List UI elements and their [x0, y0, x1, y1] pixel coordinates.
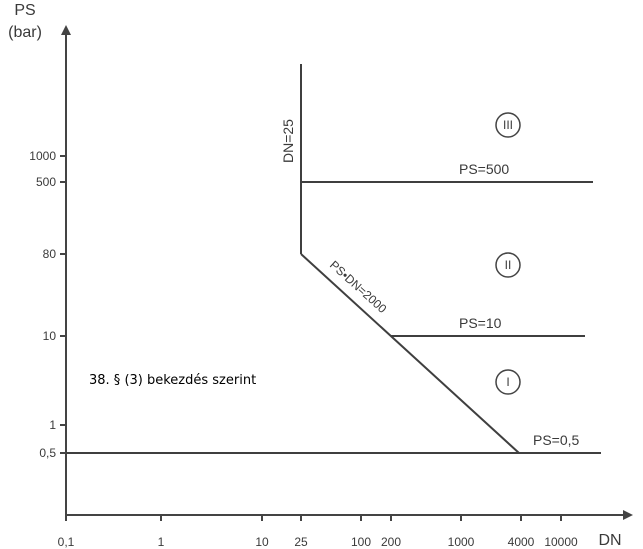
region-iii-marker: III — [495, 112, 521, 138]
ps10-line-label: PS=10 — [459, 315, 502, 331]
x-tick-label: 25 — [294, 535, 308, 549]
ps05-line-label: PS=0,5 — [533, 432, 580, 448]
region-i-circle — [495, 369, 521, 395]
region-iii-circle — [495, 112, 521, 138]
region-i-marker: I — [495, 369, 521, 395]
x-tick-label: 10000 — [544, 535, 578, 549]
region-iii-label: III — [503, 118, 513, 132]
region-ii-marker: II — [495, 252, 521, 278]
region-ii-circle — [495, 252, 521, 278]
psdn2000-boundary-line — [300, 253, 520, 454]
y-tick-label: 500 — [36, 175, 56, 189]
y-tick-label: 80 — [43, 247, 57, 261]
y-axis-title-line1: PS — [14, 2, 35, 19]
x-tick-label: 0,1 — [58, 535, 75, 549]
y-tick-label: 1 — [49, 418, 56, 432]
x-tick-label: 200 — [381, 535, 401, 549]
x-tick-label: 1 — [158, 535, 165, 549]
regulation-note: 38. § (3) bekezdés szerint — [89, 373, 256, 388]
x-tick-label: 100 — [351, 535, 371, 549]
y-ticks: 1000 500 80 10 1 0,5 — [29, 149, 66, 460]
ps500-line-label: PS=500 — [459, 161, 509, 177]
dn25-line-label: DN=25 — [280, 119, 296, 163]
y-tick-label: 1000 — [29, 149, 56, 163]
x-axis-title: DN — [598, 532, 621, 549]
region-i-label: I — [506, 375, 509, 389]
y-tick-label: 10 — [43, 329, 57, 343]
y-tick-label: 0,5 — [39, 446, 56, 460]
x-tick-label: 1000 — [448, 535, 475, 549]
region-ii-label: II — [505, 258, 512, 272]
x-ticks: 0,1 1 10 25 100 200 1000 4000 10000 — [58, 515, 578, 549]
x-tick-label: 4000 — [508, 535, 535, 549]
y-axis-title-line2: (bar) — [8, 24, 42, 41]
x-tick-label: 10 — [255, 535, 269, 549]
